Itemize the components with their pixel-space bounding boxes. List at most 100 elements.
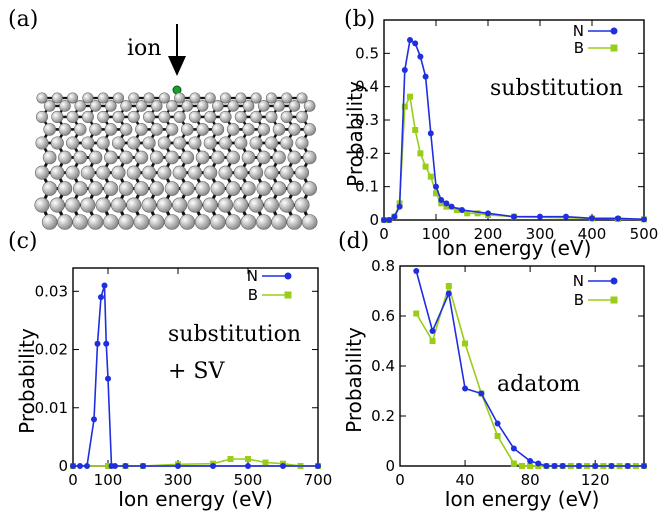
data-point-N xyxy=(535,460,542,467)
lattice-atom xyxy=(195,181,210,196)
lattice-atom xyxy=(280,110,293,123)
lattice-atom xyxy=(57,181,73,196)
lattice-atom xyxy=(66,110,79,123)
lattice-atom xyxy=(149,150,164,165)
lattice-atom xyxy=(148,214,165,230)
lattice-atom xyxy=(301,214,318,230)
lattice-atom xyxy=(187,197,203,213)
lattice-atom xyxy=(257,123,271,136)
x-tick-label: 100 xyxy=(94,471,123,489)
lattice-atom xyxy=(43,100,56,112)
data-point-N xyxy=(427,130,434,137)
lattice-atom xyxy=(203,136,217,150)
lattice-atom xyxy=(196,100,209,112)
lattice-atom xyxy=(212,100,224,112)
x-tick-label: 700 xyxy=(304,471,333,489)
lattice-atom xyxy=(42,181,57,196)
lattice-atom xyxy=(288,100,301,112)
lattice-atom xyxy=(188,136,202,150)
y-tick-label: 0.5 xyxy=(355,44,379,62)
lattice-atom xyxy=(188,110,201,123)
data-point-N xyxy=(381,217,387,223)
lattice-atom xyxy=(110,197,127,213)
lattice-atom xyxy=(50,136,64,150)
data-point-N xyxy=(175,463,181,469)
lattice-atom xyxy=(127,110,140,123)
data-point-N xyxy=(459,207,465,213)
lattice-atom xyxy=(67,92,79,104)
legend-marker-N xyxy=(610,27,618,35)
lattice-atom xyxy=(211,150,225,165)
lattice-atom xyxy=(57,214,73,230)
data-point-N xyxy=(101,282,108,289)
data-point-N xyxy=(494,420,501,427)
lattice-atom xyxy=(189,92,201,104)
lattice-atom xyxy=(249,165,264,180)
data-point-N xyxy=(122,463,129,469)
lattice-atom xyxy=(240,214,257,230)
lattice-atom xyxy=(65,197,81,213)
lattice-atom xyxy=(73,150,88,165)
legend-marker-B xyxy=(284,291,292,299)
data-point-N xyxy=(537,213,543,220)
lattice-atom xyxy=(87,214,104,230)
data-point-N xyxy=(84,463,90,469)
lattice-atom xyxy=(233,197,249,213)
lattice-atom xyxy=(59,100,71,112)
lattice-atom xyxy=(111,165,126,180)
data-point-N xyxy=(445,290,452,297)
lattice-atom xyxy=(225,181,241,196)
panel-label-d: (d) xyxy=(338,229,369,254)
lattice-atom xyxy=(271,214,287,230)
lattice-atom xyxy=(196,123,209,136)
data-point-N xyxy=(559,463,566,469)
lattice-atom xyxy=(271,181,287,196)
lattice-atom xyxy=(74,100,87,112)
graphene-illustration: ion xyxy=(34,24,318,230)
data-point-B xyxy=(429,338,436,344)
x-tick-label: 0 xyxy=(379,225,389,243)
lattice-atom xyxy=(279,197,295,213)
lattice-atom xyxy=(218,136,233,150)
lattice-atom xyxy=(164,214,180,230)
data-point-B xyxy=(474,210,481,217)
data-point-N xyxy=(422,73,429,80)
series-N xyxy=(381,37,647,223)
lattice-atom xyxy=(128,92,140,104)
lattice-atom xyxy=(194,214,211,230)
data-point-N xyxy=(485,210,491,217)
chart-d: 0 40 80 120 0 0.2 0.4 0.6 0.8 Ion energy (eV) Prob… xyxy=(342,257,647,511)
panel-label-c: (c) xyxy=(8,229,38,254)
lattice-atom xyxy=(265,92,277,104)
lattice-atom xyxy=(134,150,149,165)
data-point-N xyxy=(391,213,398,220)
data-point-N xyxy=(543,463,550,469)
data-point-B xyxy=(453,207,460,213)
chart-annotation: substitution xyxy=(168,322,301,347)
lattice-atom xyxy=(255,214,272,230)
lattice-atom xyxy=(273,100,285,112)
lattice-atom xyxy=(49,197,65,213)
lattice-atom xyxy=(156,197,172,213)
lattice-atom xyxy=(226,150,240,165)
x-tick-label: 400 xyxy=(578,225,607,243)
lattice-atom xyxy=(150,123,164,136)
lattice-atom xyxy=(96,165,111,180)
data-point-B xyxy=(445,283,452,289)
lattice-atom xyxy=(89,100,102,112)
lattice-atom xyxy=(241,181,256,196)
lattice-atom xyxy=(233,165,248,180)
lattice-atom xyxy=(111,136,126,150)
lattice-atom xyxy=(256,150,271,165)
lattice-atom xyxy=(103,214,119,230)
x-axis-label: Ion energy (eV) xyxy=(445,487,600,511)
series-line-N xyxy=(384,38,645,221)
data-point-N xyxy=(98,294,104,301)
lattice-atom xyxy=(250,110,263,123)
lattice-atom xyxy=(242,123,255,136)
data-point-N xyxy=(70,463,76,469)
lattice-atom xyxy=(249,136,263,150)
legend-label-B: B xyxy=(574,291,584,309)
lattice-atom xyxy=(288,123,301,136)
data-point-B xyxy=(262,459,269,466)
